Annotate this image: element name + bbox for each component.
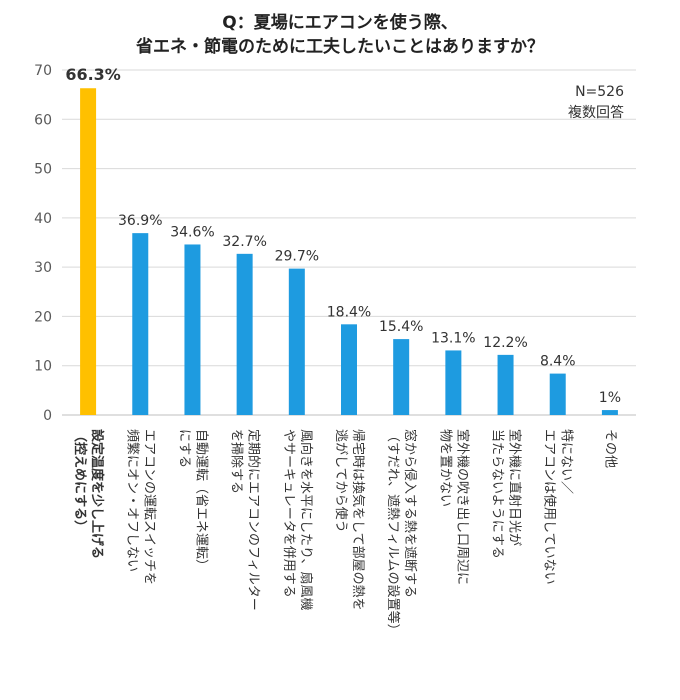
category-label: （すだれ、遮熱フィルムの設置等） (385, 429, 401, 637)
category-label: 帰宅時は換気をして部屋の熱を (350, 429, 366, 611)
category-label: 逃がしてから使う (333, 429, 349, 533)
bar-3 (184, 244, 201, 415)
y-tick-label: 40 (34, 211, 52, 227)
value-label: 13.1% (431, 330, 475, 346)
category-label: エアコンは使用していない (542, 429, 558, 585)
bar-1 (80, 88, 97, 415)
chart-title-line-1: Q：夏場にエアコンを使う際、 (222, 13, 458, 33)
value-label: 15.4% (379, 319, 423, 335)
category-label: 設定温度を少し上げる (89, 429, 105, 559)
value-label: 18.4% (327, 304, 371, 320)
value-label: 36.9% (118, 213, 162, 229)
bar-8 (445, 350, 462, 415)
y-tick-label: 50 (34, 162, 52, 178)
answer-type-note: 複数回答 (568, 105, 624, 121)
value-label: 66.3% (65, 65, 121, 84)
category-label: 自動運転（省エネ運転） (193, 429, 208, 572)
bar-6 (341, 324, 357, 415)
value-label: 34.6% (170, 224, 214, 240)
value-label: 12.2% (483, 335, 527, 351)
category-label: エアコンの運転スイッチを (141, 429, 156, 585)
value-label: 8.4% (540, 354, 576, 370)
bar-11 (601, 410, 618, 415)
category-label: 物を置かない (437, 429, 452, 507)
value-label: 29.7% (275, 249, 319, 265)
category-label: その他 (602, 429, 617, 468)
category-label: 窓から侵入する熱を遮断する (402, 429, 418, 598)
bar-9 (497, 354, 514, 415)
bar-4 (236, 253, 253, 415)
category-label: （控えめにする） (72, 429, 88, 533)
value-label: 32.7% (222, 234, 266, 250)
y-tick-label: 70 (34, 63, 52, 79)
bar-10 (549, 373, 566, 415)
category-label: 室外機の吹き出し口周辺に (454, 429, 470, 585)
category-label: 特にない／ (559, 429, 574, 494)
y-tick-label: 10 (34, 359, 52, 375)
category-label: を掃除する (229, 429, 245, 494)
category-label: 定期的にエアコンのフィルター (246, 429, 262, 611)
category-label: やサーキュレータを併用する (281, 429, 296, 598)
category-label: 当たらないようにする (490, 429, 505, 559)
y-tick-label: 60 (34, 112, 52, 128)
category-label: にする (176, 429, 191, 468)
value-label: 1% (599, 390, 621, 406)
category-label: 頻繁にオン・オフしない (124, 429, 140, 572)
category-label: 室外機に直射日光が (507, 429, 523, 546)
category-label: 風向きを水平にしたり、扇風機 (298, 429, 314, 610)
y-tick-label: 20 (34, 309, 52, 325)
bar-7 (393, 339, 410, 415)
bar-5 (288, 268, 305, 415)
bar-2 (132, 233, 149, 415)
y-tick-label: 30 (34, 260, 52, 276)
y-tick-label: 0 (43, 408, 52, 424)
chart-title-line-2: 省エネ・節電のために工夫したいことはありますか？ (136, 37, 544, 57)
sample-size-note: N=526 (575, 84, 624, 100)
